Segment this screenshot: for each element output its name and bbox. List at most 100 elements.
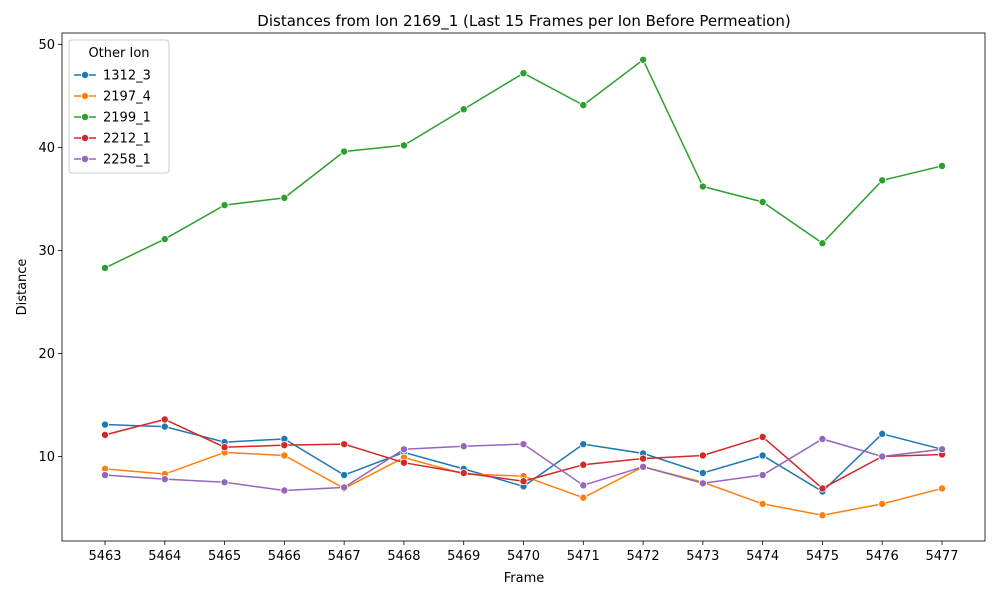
legend-item: 2197_4 bbox=[74, 90, 151, 105]
data-point bbox=[698, 468, 707, 477]
data-point bbox=[878, 429, 887, 438]
series-2258_1 bbox=[101, 434, 947, 495]
legend-label: 2199_1 bbox=[103, 111, 151, 126]
data-point bbox=[340, 147, 349, 156]
data-point bbox=[818, 511, 827, 520]
data-point bbox=[340, 483, 349, 492]
x-tick-label: 5467 bbox=[328, 549, 361, 564]
y-axis-title: Distance bbox=[15, 259, 30, 316]
series-layer bbox=[101, 55, 947, 520]
data-point bbox=[280, 441, 289, 450]
data-point bbox=[101, 263, 110, 272]
legend-item: 1312_3 bbox=[74, 69, 151, 84]
data-point bbox=[399, 458, 408, 467]
data-point bbox=[280, 451, 289, 460]
y-tick-label: 30 bbox=[38, 244, 55, 259]
legend-label: 2258_1 bbox=[103, 153, 151, 168]
data-point bbox=[818, 434, 827, 443]
data-point bbox=[878, 499, 887, 508]
legend-marker bbox=[81, 71, 90, 80]
data-point bbox=[459, 105, 468, 114]
data-point bbox=[101, 420, 110, 429]
data-point bbox=[340, 471, 349, 480]
data-point bbox=[758, 499, 767, 508]
data-point bbox=[639, 462, 648, 471]
data-point bbox=[160, 415, 169, 424]
data-point bbox=[639, 55, 648, 64]
series-2212_1 bbox=[101, 415, 947, 493]
y-tick-label: 40 bbox=[38, 141, 55, 156]
legend-label: 2212_1 bbox=[103, 132, 151, 147]
x-tick-label: 5466 bbox=[268, 549, 301, 564]
x-tick-label: 5470 bbox=[507, 549, 540, 564]
data-point bbox=[579, 101, 588, 110]
data-point bbox=[579, 440, 588, 449]
data-point bbox=[818, 239, 827, 248]
x-tick-label: 5464 bbox=[148, 549, 181, 564]
x-tick-label: 5474 bbox=[746, 549, 779, 564]
legend-label: 2197_4 bbox=[103, 90, 151, 105]
data-point bbox=[758, 197, 767, 206]
x-tick-label: 5472 bbox=[627, 549, 660, 564]
series-line bbox=[104, 58, 943, 269]
data-point bbox=[579, 493, 588, 502]
legend-label: 1312_3 bbox=[103, 69, 151, 84]
x-tick-label: 5469 bbox=[447, 549, 480, 564]
data-point bbox=[459, 442, 468, 451]
legend-marker bbox=[81, 154, 90, 163]
x-axis-title: Frame bbox=[504, 571, 545, 586]
legend-item: 2258_1 bbox=[74, 153, 151, 168]
data-point bbox=[758, 451, 767, 460]
data-point bbox=[160, 475, 169, 484]
data-point bbox=[818, 484, 827, 493]
data-point bbox=[519, 477, 528, 486]
data-point bbox=[459, 468, 468, 477]
data-point bbox=[519, 440, 528, 449]
data-point bbox=[938, 445, 947, 454]
data-point bbox=[938, 484, 947, 493]
x-tick-label: 5463 bbox=[88, 549, 121, 564]
data-point bbox=[639, 454, 648, 463]
legend-box bbox=[68, 39, 170, 174]
x-tick-label: 5475 bbox=[806, 549, 839, 564]
legend-item: 2212_1 bbox=[74, 132, 151, 147]
legend-marker bbox=[81, 92, 90, 101]
data-point bbox=[280, 193, 289, 202]
x-tick-label: 5473 bbox=[686, 549, 719, 564]
data-point bbox=[579, 481, 588, 490]
data-point bbox=[220, 443, 229, 452]
x-axis: 5463 5464 5465 5466 5467 5468 5469 5470 5471 5472… bbox=[88, 541, 959, 564]
legend-item: 2199_1 bbox=[74, 111, 151, 126]
x-tick-label: 5465 bbox=[208, 549, 241, 564]
data-point bbox=[220, 201, 229, 210]
y-tick-label: 10 bbox=[38, 450, 55, 465]
data-point bbox=[101, 471, 110, 480]
data-point bbox=[340, 440, 349, 449]
data-point bbox=[878, 176, 887, 185]
data-point bbox=[280, 486, 289, 495]
x-tick-label: 5477 bbox=[925, 549, 958, 564]
data-point bbox=[160, 235, 169, 244]
data-point bbox=[579, 460, 588, 469]
legend-marker bbox=[81, 113, 90, 122]
data-point bbox=[698, 451, 707, 460]
data-point bbox=[758, 432, 767, 441]
data-point bbox=[758, 471, 767, 480]
x-tick-label: 5471 bbox=[567, 549, 600, 564]
legend-marker bbox=[81, 133, 90, 142]
data-point bbox=[698, 479, 707, 488]
y-axis: 10 20 30 40 50 bbox=[38, 38, 62, 465]
data-point bbox=[878, 452, 887, 461]
y-tick-label: 50 bbox=[38, 38, 55, 53]
chart-title: Distances from Ion 2169_1 (Last 15 Frame… bbox=[257, 12, 790, 31]
data-point bbox=[399, 445, 408, 454]
legend-title: Other Ion bbox=[88, 46, 149, 61]
series-2199_1 bbox=[101, 55, 947, 272]
plot-area bbox=[61, 32, 986, 542]
data-point bbox=[160, 422, 169, 431]
y-tick-label: 20 bbox=[38, 347, 55, 362]
x-tick-label: 5468 bbox=[387, 549, 420, 564]
legend: Other Ion 1312_3 2197_4 2199_1 2212_1 2258_1 bbox=[68, 39, 170, 174]
data-point bbox=[220, 478, 229, 487]
